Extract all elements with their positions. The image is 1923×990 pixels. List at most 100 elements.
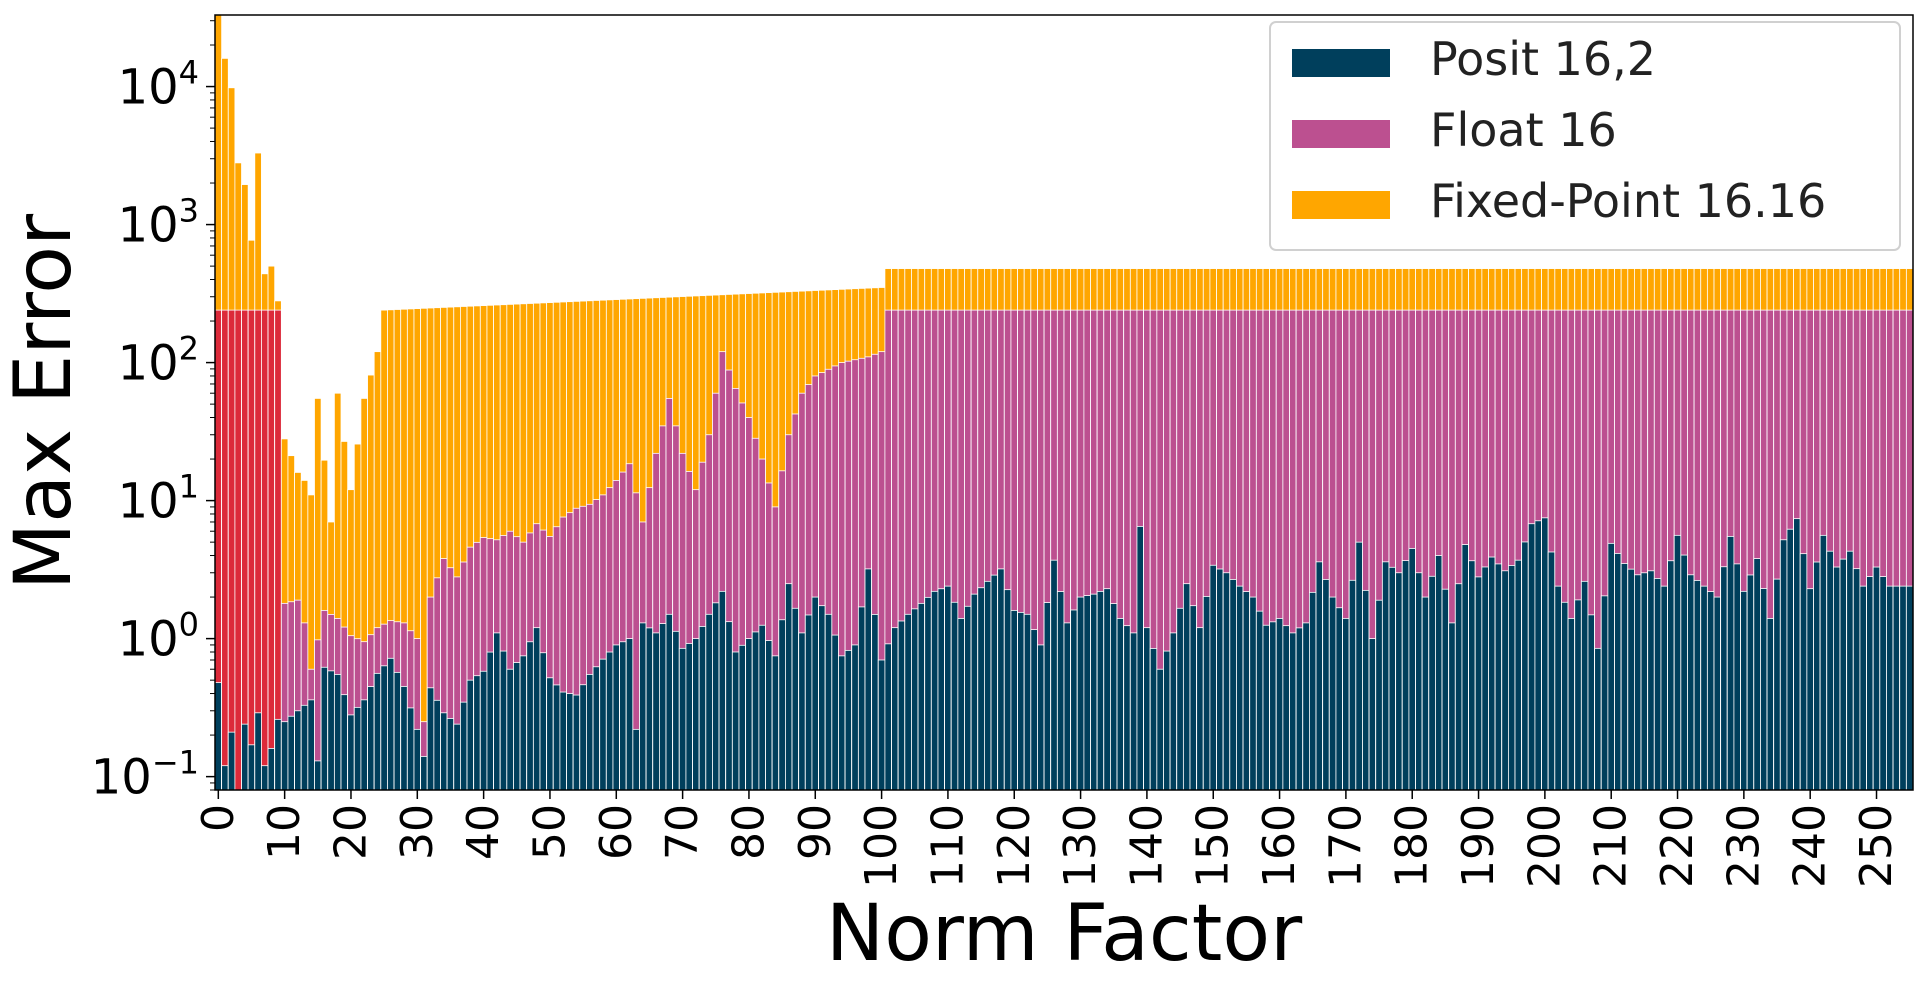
bar-posit-124 <box>1037 644 1045 791</box>
bar-posit-192 <box>1488 556 1496 791</box>
bar-posit-110 <box>944 585 952 791</box>
legend-label-fixed: Fixed-Point 16.16 <box>1430 174 1826 228</box>
bar-posit-67 <box>659 623 667 791</box>
bar-posit-126 <box>1050 559 1058 791</box>
bar-posit-94 <box>838 655 846 791</box>
bar-posit-229 <box>1733 563 1741 791</box>
bar-posit-128 <box>1063 622 1072 791</box>
bar-posit-168 <box>1328 596 1337 791</box>
bar-posit-17 <box>327 670 335 791</box>
bar-posit-77 <box>725 621 733 791</box>
bar-posit-71 <box>685 643 693 791</box>
bar-posit-173 <box>1362 589 1370 791</box>
bar-posit-52 <box>559 691 567 791</box>
bar-posit-217 <box>1653 578 1662 791</box>
bar-posit-57 <box>592 666 601 791</box>
bar-posit-232 <box>1753 558 1761 791</box>
bar-posit-115 <box>977 587 985 791</box>
bar-posit-62 <box>625 638 634 791</box>
bar-float-5 <box>247 309 256 791</box>
bar-posit-255 <box>1905 585 1914 791</box>
x-tick-label-130: 130 <box>1055 804 1106 888</box>
bar-posit-78 <box>731 651 740 791</box>
bar-posit-227 <box>1720 566 1728 791</box>
bar-posit-201 <box>1547 551 1556 791</box>
legend-frame <box>1269 21 1901 251</box>
bar-posit-25 <box>380 665 388 791</box>
bar-posit-153 <box>1229 579 1237 791</box>
bar-posit-80 <box>745 638 753 791</box>
bar-posit-230 <box>1740 590 1748 791</box>
bar-posit-54 <box>572 694 581 791</box>
bar-posit-93 <box>831 634 839 791</box>
legend-swatch-posit <box>1292 49 1390 77</box>
x-tick-label-20: 20 <box>325 804 376 860</box>
bar-posit-252 <box>1886 585 1894 791</box>
bar-posit-123 <box>1030 629 1038 791</box>
bar-float-8 <box>267 309 276 791</box>
bar-posit-97 <box>857 606 866 791</box>
bar-posit-220 <box>1673 534 1682 791</box>
bar-posit-73 <box>698 626 707 791</box>
bar-posit-64 <box>639 622 647 791</box>
bar-posit-69 <box>672 630 680 791</box>
x-tick-label-30: 30 <box>392 804 443 860</box>
bar-posit-193 <box>1494 563 1503 791</box>
bar-posit-8 <box>267 748 276 791</box>
bar-posit-137 <box>1123 625 1131 791</box>
bar-posit-99 <box>871 614 879 791</box>
bar-posit-31 <box>420 756 428 791</box>
bar-posit-106 <box>917 602 926 791</box>
bar-posit-162 <box>1289 632 1297 791</box>
bar-posit-85 <box>778 619 786 791</box>
bar-posit-250 <box>1872 566 1881 791</box>
bar-posit-86 <box>785 583 793 791</box>
bar-posit-142 <box>1156 668 1164 791</box>
bar-posit-211 <box>1614 553 1622 791</box>
bar-posit-65 <box>645 627 654 791</box>
bar-posit-120 <box>1010 610 1018 791</box>
bar-posit-1 <box>221 765 229 791</box>
bar-posit-160 <box>1275 618 1284 791</box>
bar-posit-116 <box>984 580 992 791</box>
legend-swatch-fixed <box>1292 191 1390 219</box>
bar-posit-26 <box>387 657 395 791</box>
bar-posit-145 <box>1176 607 1184 791</box>
bar-posit-147 <box>1189 605 1198 791</box>
bar-posit-68 <box>665 613 674 791</box>
x-tick-label-170: 170 <box>1320 804 1371 888</box>
bar-posit-152 <box>1222 572 1231 791</box>
bar-posit-127 <box>1056 591 1065 791</box>
bar-posit-46 <box>519 655 528 791</box>
bar-posit-81 <box>751 631 760 791</box>
bar-posit-53 <box>566 693 574 791</box>
bar-posit-6 <box>254 712 262 791</box>
y-axis-title: Max Error <box>0 213 89 590</box>
bar-posit-253 <box>1892 585 1901 791</box>
bar-posit-184 <box>1435 555 1443 791</box>
bar-posit-134 <box>1103 588 1111 791</box>
bar-posit-187 <box>1454 583 1463 791</box>
bar-posit-47 <box>526 641 534 791</box>
x-tick-label-230: 230 <box>1718 804 1769 888</box>
bar-posit-146 <box>1182 583 1191 791</box>
bar-posit-75 <box>712 602 720 791</box>
legend-label-float: Float 16 <box>1430 103 1617 157</box>
bar-posit-177 <box>1388 566 1397 791</box>
bar-posit-144 <box>1169 632 1178 791</box>
bar-posit-72 <box>692 638 700 791</box>
bar-posit-247 <box>1852 568 1861 791</box>
bar-posit-44 <box>506 668 514 791</box>
bar-posit-24 <box>373 672 382 791</box>
x-tick-label-160: 160 <box>1254 804 1305 888</box>
bar-posit-234 <box>1766 618 1775 791</box>
x-tick-label-70: 70 <box>657 804 708 860</box>
bar-posit-18 <box>333 674 342 791</box>
bar-posit-206 <box>1580 580 1589 791</box>
bar-posit-50 <box>546 677 554 791</box>
bar-posit-171 <box>1348 579 1357 791</box>
bar-posit-56 <box>586 674 594 791</box>
bar-posit-70 <box>678 647 687 791</box>
x-tick-label-90: 90 <box>790 804 841 860</box>
bar-posit-149 <box>1202 596 1211 791</box>
